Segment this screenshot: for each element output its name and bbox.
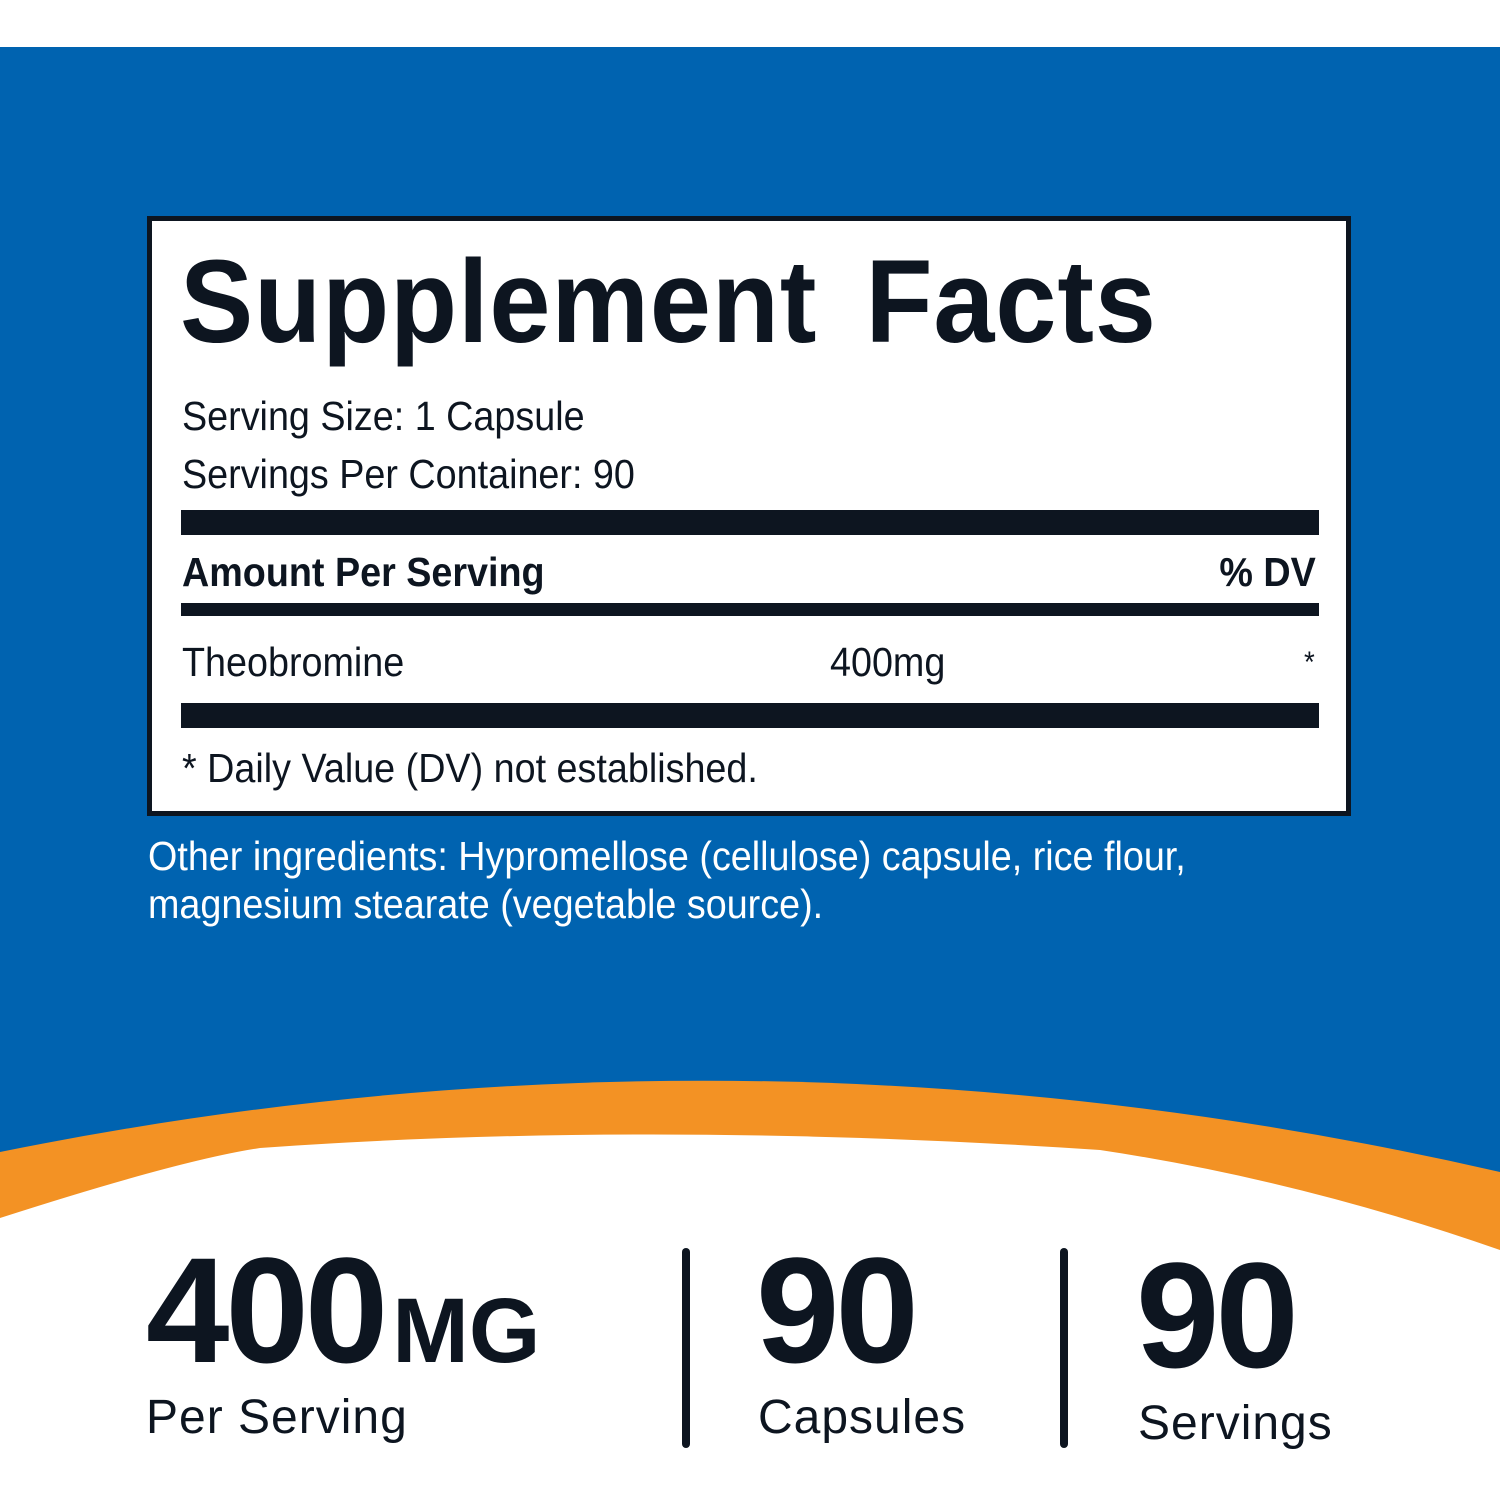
thick-divider	[181, 510, 1319, 535]
stat-capsules-value: 90	[756, 1226, 919, 1394]
stat-dose: 400MG	[146, 1235, 541, 1423]
serving-size: Serving Size: 1 Capsule	[182, 393, 585, 439]
stat-dose-label: Per Serving	[146, 1391, 408, 1444]
dv-header: % DV	[1219, 549, 1316, 595]
ingredient-dv: *	[1304, 646, 1316, 679]
medium-divider	[181, 603, 1319, 616]
stat-divider	[1060, 1248, 1068, 1448]
stat-capsules-label: Capsules	[758, 1391, 967, 1444]
ingredient-name: Theobromine	[182, 639, 405, 685]
thick-divider	[181, 703, 1319, 728]
amount-per-serving-header: Amount Per Serving	[182, 549, 545, 595]
stat-servings-label: Servings	[1138, 1397, 1333, 1450]
other-ingredients: Other ingredients: Hypromellose (cellulo…	[148, 833, 1186, 927]
ingredient-amount: 400mg	[830, 639, 946, 685]
servings-per-container: Servings Per Container: 90	[182, 451, 635, 497]
footnote: * Daily Value (DV) not established.	[182, 745, 758, 791]
stat-servings-value: 90	[1136, 1231, 1299, 1399]
stat-dose-value: 400	[146, 1226, 388, 1394]
white-bottom-area	[0, 1134, 1500, 1500]
stat-dose-unit: MG	[392, 1280, 541, 1382]
supplement-facts-panel: Supplement Facts Serving Size: 1 Capsule…	[147, 216, 1351, 816]
facts-title: Supplement Facts	[180, 236, 1157, 368]
stat-divider	[682, 1248, 690, 1448]
